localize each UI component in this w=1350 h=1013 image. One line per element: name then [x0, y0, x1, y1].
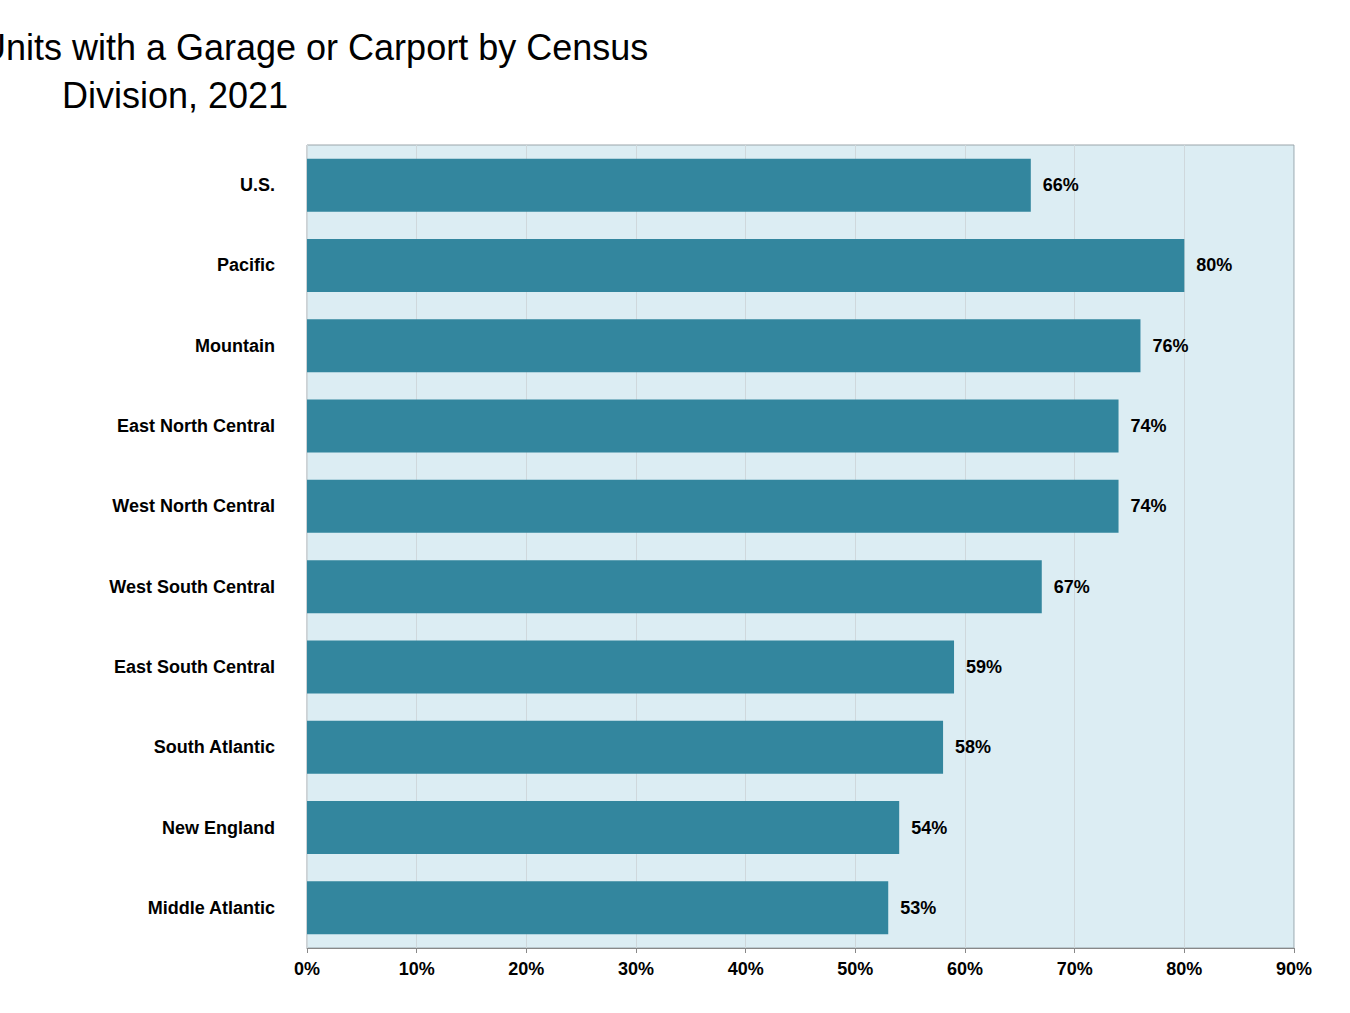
- svg-text:80%: 80%: [1196, 255, 1232, 275]
- svg-text:40%: 40%: [728, 959, 764, 979]
- svg-text:53%: 53%: [900, 898, 936, 918]
- svg-text:U.S.: U.S.: [240, 175, 275, 195]
- svg-text:60%: 60%: [947, 959, 983, 979]
- svg-text:80%: 80%: [1166, 959, 1202, 979]
- svg-text:10%: 10%: [399, 959, 435, 979]
- svg-text:54%: 54%: [911, 818, 947, 838]
- svg-text:East South Central: East South Central: [114, 657, 275, 677]
- svg-text:South Atlantic: South Atlantic: [154, 737, 275, 757]
- svg-text:West North Central: West North Central: [112, 496, 275, 516]
- svg-text:76%: 76%: [1152, 336, 1188, 356]
- svg-text:90%: 90%: [1276, 959, 1312, 979]
- svg-text:Share of Housing Units with a: Share of Housing Units with a Garage or …: [0, 27, 658, 68]
- svg-text:74%: 74%: [1131, 496, 1167, 516]
- svg-text:67%: 67%: [1054, 577, 1090, 597]
- svg-text:66%: 66%: [1043, 175, 1079, 195]
- svg-text:New England: New England: [162, 818, 275, 838]
- svg-text:74%: 74%: [1131, 416, 1167, 436]
- svg-text:Middle Atlantic: Middle Atlantic: [148, 898, 275, 918]
- svg-text:Mountain: Mountain: [195, 336, 275, 356]
- svg-text:Division, 2021: Division, 2021: [62, 75, 288, 116]
- svg-text:70%: 70%: [1057, 959, 1093, 979]
- svg-text:0%: 0%: [294, 959, 320, 979]
- svg-text:East North Central: East North Central: [117, 416, 275, 436]
- svg-text:58%: 58%: [955, 737, 991, 757]
- svg-text:Pacific: Pacific: [217, 255, 275, 275]
- svg-text:20%: 20%: [508, 959, 544, 979]
- svg-text:50%: 50%: [837, 959, 873, 979]
- svg-text:59%: 59%: [966, 657, 1002, 677]
- svg-text:30%: 30%: [618, 959, 654, 979]
- svg-text:West South Central: West South Central: [109, 577, 275, 597]
